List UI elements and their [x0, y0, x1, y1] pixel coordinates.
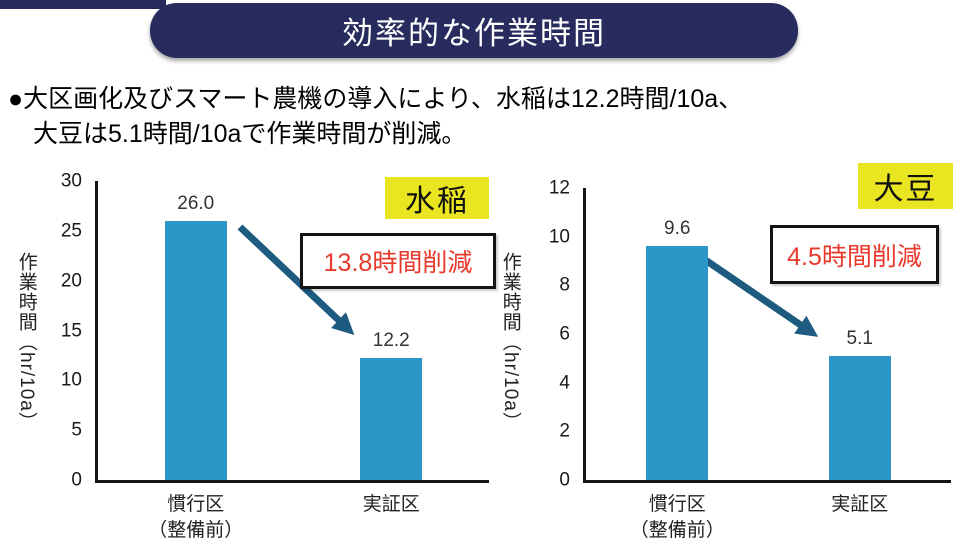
y-axis-tick-label: 30 — [60, 170, 82, 192]
y-axis-tick-label: 2 — [559, 420, 570, 442]
reduction-annotation-rice: 13.8時間削減 — [300, 233, 496, 289]
crop-badge-soybean: 大豆 — [858, 163, 953, 209]
y-axis-tick-label: 12 — [548, 177, 570, 199]
y-axis-tick-label: 4 — [559, 372, 570, 394]
bar-value-label: 12.2 — [372, 330, 410, 352]
y-axis-tick-label: 25 — [60, 220, 82, 242]
reduction-annotation-soybean: 4.5時間削減 — [770, 225, 939, 284]
bar: 26.0 — [164, 193, 227, 480]
y-axis-tick-label: 15 — [60, 320, 82, 341]
y-axis-tick-label: 10 — [548, 226, 570, 248]
decrease-arrow-icon — [696, 252, 819, 337]
bar: 9.6 — [646, 218, 709, 480]
y-axis-tick-label: 0 — [559, 469, 570, 491]
y-axis-tick-label: 0 — [71, 469, 82, 491]
crop-badge-rice: 水稲 — [385, 177, 489, 219]
plot-area-rice: 30 25 20 15 10 5 0 26.0 慣行区 （整備前） 12.2 実証区 — [61, 172, 489, 541]
y-axis-tick-label: 5 — [71, 419, 82, 441]
y-axis-tick-label: 8 — [559, 274, 570, 296]
y-axis-title-rice: 作業時間（hr/10a） — [15, 252, 37, 432]
summary-text: ●大区画化及びスマート農機の導入により、水稲は12.2時間/10a、 大豆は5.… — [8, 82, 956, 152]
x-axis-category-label: 実証区 — [831, 494, 889, 515]
title-banner: 効率的な作業時間 — [150, 3, 798, 58]
bar: 12.2 — [360, 330, 423, 480]
x-axis-category-label: 慣行区 （整備前） — [629, 494, 725, 541]
x-axis-category-label: 慣行区 （整備前） — [148, 494, 244, 541]
y-axis-tick-label: 6 — [559, 323, 570, 345]
y-axis-title-soybean: 作業時間（hr/10a） — [499, 252, 521, 432]
summary-line-2: 大豆は5.1時間/10aで作業時間が削減。 — [33, 120, 467, 148]
summary-line-1: ●大区画化及びスマート農機の導入により、水稲は12.2時間/10a、 — [8, 85, 744, 113]
y-axis-tick-label: 20 — [60, 270, 82, 292]
decrease-arrow-icon — [237, 224, 355, 335]
y-axis-tick-label: 10 — [60, 369, 82, 391]
bar-value-label: 5.1 — [846, 327, 873, 349]
page-title: 効率的な作業時間 — [342, 16, 606, 51]
header-ribbon — [0, 0, 166, 9]
bar-value-label: 9.6 — [664, 218, 691, 240]
bar-value-label: 26.0 — [177, 192, 215, 214]
bar: 5.1 — [828, 328, 891, 480]
x-axis-category-label: 実証区 — [362, 494, 420, 515]
plot-area-soybean: 12 10 8 6 4 2 0 9.6 慣行区 （整備前） 5.1 実証区 — [549, 179, 951, 541]
